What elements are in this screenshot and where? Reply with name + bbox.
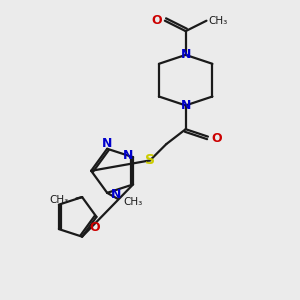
Text: O: O bbox=[90, 221, 100, 234]
Text: O: O bbox=[152, 14, 163, 27]
Text: CH₃: CH₃ bbox=[50, 195, 69, 205]
Text: N: N bbox=[181, 99, 191, 112]
Text: N: N bbox=[111, 188, 121, 201]
Text: S: S bbox=[145, 153, 155, 167]
Text: CH₃: CH₃ bbox=[124, 197, 143, 207]
Text: CH₃: CH₃ bbox=[209, 16, 228, 26]
Text: N: N bbox=[123, 149, 133, 162]
Text: N: N bbox=[181, 48, 191, 62]
Text: N: N bbox=[102, 137, 112, 150]
Text: O: O bbox=[212, 132, 222, 145]
